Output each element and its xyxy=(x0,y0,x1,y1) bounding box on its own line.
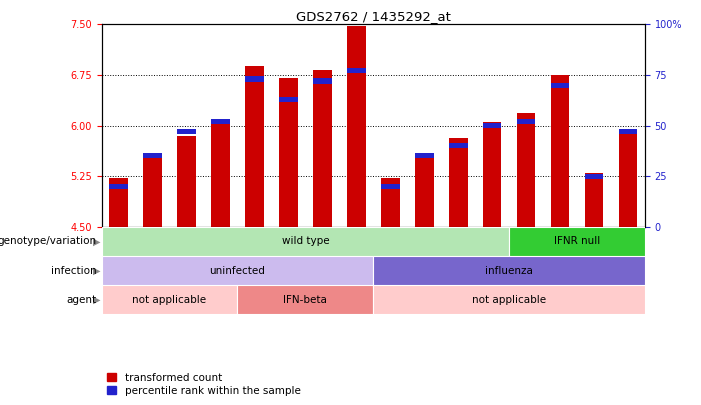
Bar xyxy=(177,136,196,227)
Bar xyxy=(109,178,128,227)
Text: ▶: ▶ xyxy=(93,237,100,246)
Bar xyxy=(211,120,230,227)
Text: ▶: ▶ xyxy=(93,295,100,305)
Bar xyxy=(143,155,162,227)
Text: uninfected: uninfected xyxy=(210,266,266,275)
Bar xyxy=(245,66,264,227)
Bar xyxy=(177,129,196,134)
Bar xyxy=(483,123,501,128)
Bar xyxy=(143,153,162,158)
Bar xyxy=(313,79,332,83)
Bar xyxy=(618,129,637,134)
Bar xyxy=(279,97,298,102)
Bar xyxy=(449,138,468,227)
Text: ▶: ▶ xyxy=(93,266,100,275)
Text: agent: agent xyxy=(67,295,97,305)
Bar xyxy=(551,83,569,87)
Bar xyxy=(347,26,366,227)
Bar xyxy=(415,153,433,158)
Text: infection: infection xyxy=(51,266,97,275)
Bar xyxy=(211,119,230,124)
Bar xyxy=(102,285,238,314)
Text: genotype/variation: genotype/variation xyxy=(0,237,97,246)
Bar xyxy=(618,131,637,227)
Legend: transformed count, percentile rank within the sample: transformed count, percentile rank withi… xyxy=(107,373,301,396)
Bar xyxy=(238,285,374,314)
Text: wild type: wild type xyxy=(282,237,329,246)
Bar xyxy=(381,184,400,189)
Bar xyxy=(381,178,400,227)
Text: not applicable: not applicable xyxy=(132,295,207,305)
Bar xyxy=(347,68,366,73)
Bar xyxy=(517,113,536,227)
Bar xyxy=(449,143,468,148)
Bar xyxy=(483,122,501,227)
Bar xyxy=(374,256,645,285)
Text: influenza: influenza xyxy=(485,266,533,275)
Bar xyxy=(279,78,298,227)
Bar xyxy=(102,256,374,285)
Bar xyxy=(585,173,604,227)
Text: not applicable: not applicable xyxy=(472,295,546,305)
Text: IFNR null: IFNR null xyxy=(554,237,600,246)
Bar xyxy=(509,227,645,256)
Title: GDS2762 / 1435292_at: GDS2762 / 1435292_at xyxy=(296,10,451,23)
Bar xyxy=(517,119,536,124)
Bar xyxy=(374,285,645,314)
Bar xyxy=(415,155,433,227)
Bar xyxy=(102,227,509,256)
Bar xyxy=(551,75,569,227)
Bar xyxy=(585,174,604,179)
Text: IFN-beta: IFN-beta xyxy=(283,295,327,305)
Bar xyxy=(313,70,332,227)
Bar xyxy=(245,77,264,81)
Bar xyxy=(109,184,128,189)
